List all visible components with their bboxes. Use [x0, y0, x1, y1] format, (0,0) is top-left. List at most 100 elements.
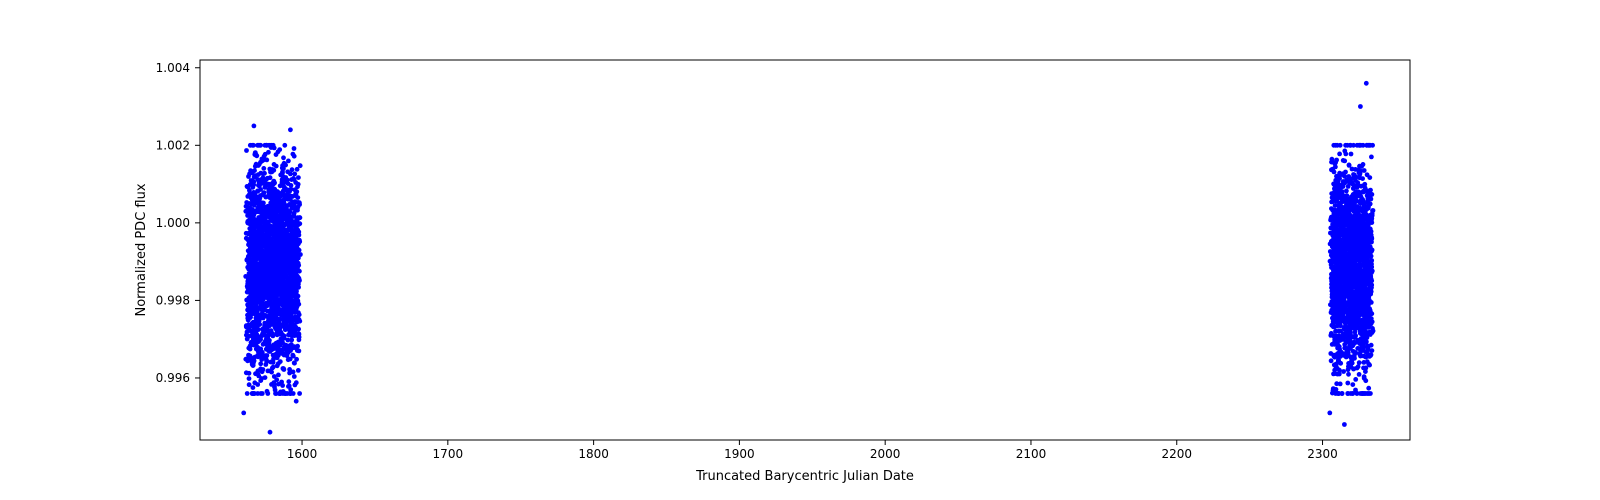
data-point — [252, 175, 257, 180]
data-point-outlier — [1364, 81, 1369, 86]
data-point — [1331, 372, 1336, 377]
data-point — [248, 300, 253, 305]
data-point — [276, 382, 281, 387]
data-point — [1332, 337, 1337, 342]
data-point — [297, 391, 302, 396]
data-point — [293, 207, 298, 212]
data-point — [296, 175, 301, 180]
data-point — [1338, 224, 1343, 229]
data-point — [268, 170, 273, 175]
data-point — [260, 391, 265, 396]
data-point — [278, 199, 283, 204]
data-point — [287, 371, 292, 376]
data-point — [253, 249, 258, 254]
data-point — [274, 315, 279, 320]
data-point — [272, 219, 277, 224]
data-point — [289, 237, 294, 242]
data-point — [292, 154, 297, 159]
data-point — [296, 263, 301, 268]
data-point — [267, 195, 272, 200]
data-point — [266, 266, 271, 271]
data-point — [1338, 329, 1343, 334]
data-point — [1357, 312, 1362, 317]
data-point — [1336, 193, 1341, 198]
data-point — [248, 232, 253, 237]
data-point — [247, 275, 252, 280]
data-point — [1341, 296, 1346, 301]
data-point — [247, 282, 252, 287]
data-point — [1346, 340, 1351, 345]
data-point — [1334, 174, 1339, 179]
data-point — [1339, 286, 1344, 291]
data-point — [290, 329, 295, 334]
data-point — [266, 337, 271, 342]
data-point — [1368, 202, 1373, 207]
data-point — [285, 188, 290, 193]
data-point-outlier — [294, 399, 299, 404]
data-point — [285, 228, 290, 233]
data-point — [1337, 246, 1342, 251]
data-point — [1366, 308, 1371, 313]
data-point — [258, 378, 263, 383]
data-point — [297, 312, 302, 317]
data-point — [283, 207, 288, 212]
data-point — [1357, 360, 1362, 365]
data-point — [260, 237, 265, 242]
data-point — [261, 313, 266, 318]
data-point — [252, 152, 257, 157]
data-point — [1347, 163, 1352, 168]
data-point — [1333, 268, 1338, 273]
data-point — [286, 317, 291, 322]
data-point — [251, 385, 256, 390]
data-point — [1355, 185, 1360, 190]
data-point — [247, 323, 252, 328]
data-point — [251, 225, 256, 230]
data-point — [1362, 374, 1367, 379]
data-point — [256, 339, 261, 344]
data-point — [271, 181, 276, 186]
data-point — [279, 250, 284, 255]
data-point — [275, 352, 280, 357]
data-point — [1345, 276, 1350, 281]
data-point — [1336, 359, 1341, 364]
data-point — [245, 391, 250, 396]
data-point — [266, 256, 271, 261]
data-point — [1347, 287, 1352, 292]
data-point — [1342, 253, 1347, 258]
data-point — [289, 345, 294, 350]
data-point — [261, 211, 266, 216]
data-point — [1332, 320, 1337, 325]
data-point — [247, 171, 252, 176]
data-point — [1370, 348, 1375, 353]
data-point — [253, 332, 258, 337]
y-tick-label: 1.000 — [156, 216, 190, 230]
data-point — [1330, 342, 1335, 347]
data-point — [1347, 309, 1352, 314]
data-point — [268, 330, 273, 335]
data-point — [285, 234, 290, 239]
data-point — [283, 162, 288, 167]
data-point — [293, 273, 298, 278]
data-point — [293, 193, 298, 198]
data-point — [1344, 351, 1349, 356]
data-point — [274, 377, 279, 382]
data-point — [268, 369, 273, 374]
data-point — [262, 308, 267, 313]
data-point — [284, 345, 289, 350]
data-point — [250, 216, 255, 221]
data-point — [257, 279, 262, 284]
data-point — [1335, 273, 1340, 278]
data-point — [274, 301, 279, 306]
data-point — [276, 283, 281, 288]
y-tick-label: 0.998 — [156, 293, 190, 307]
data-point — [245, 237, 250, 242]
data-point — [262, 280, 267, 285]
data-point — [272, 274, 277, 279]
data-point — [1364, 317, 1369, 322]
data-point — [295, 348, 300, 353]
data-point — [251, 360, 256, 365]
data-point — [277, 323, 282, 328]
y-tick-label: 1.004 — [156, 61, 190, 75]
data-point — [286, 357, 291, 362]
data-point — [259, 225, 264, 230]
